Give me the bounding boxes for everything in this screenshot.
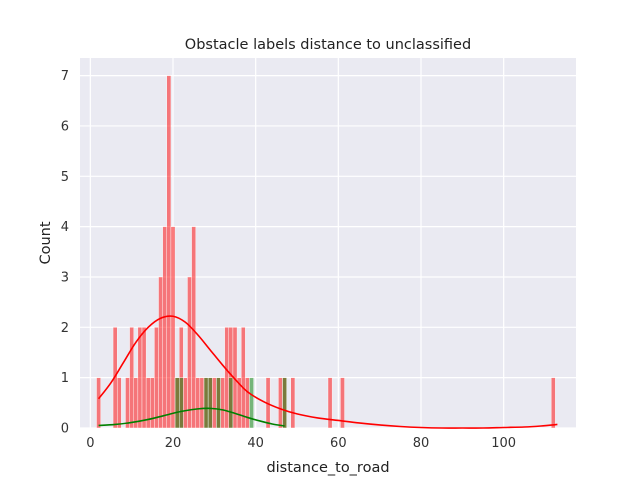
- histogram-bar: [551, 377, 556, 429]
- histogram-bar: [249, 377, 254, 429]
- histogram-bar: [290, 377, 296, 429]
- y-tick-label: 0: [61, 422, 69, 437]
- y-tick-label: 3: [61, 270, 69, 285]
- histogram-bar: [183, 377, 188, 429]
- histogram-bar: [282, 377, 287, 429]
- y-tick-label: 4: [61, 220, 69, 235]
- histogram-bar: [187, 276, 192, 429]
- histogram-bar: [150, 377, 155, 429]
- histogram-bar: [174, 377, 180, 429]
- y-tick-label: 5: [61, 170, 69, 185]
- histogram-bar: [220, 377, 225, 429]
- histogram-bar: [340, 377, 345, 429]
- histogram-bar: [216, 377, 221, 429]
- histogram-bar: [245, 377, 250, 429]
- x-tick-label: 0: [86, 436, 94, 451]
- histogram-bar: [224, 327, 230, 429]
- histogram-bar: [212, 377, 217, 429]
- histogram-bar: [203, 377, 209, 429]
- histogram-bar: [154, 327, 159, 429]
- histogram-bar: [141, 327, 147, 429]
- histogram-bar: [178, 377, 184, 429]
- histogram-bar: [278, 377, 283, 429]
- histogram-bar: [199, 377, 205, 429]
- kde-line: [98, 407, 285, 427]
- x-tick-label: 80: [413, 436, 430, 451]
- histogram-bar: [137, 327, 143, 429]
- histogram-bar: [158, 276, 163, 429]
- histogram-bar: [133, 377, 139, 429]
- x-tick-label: 60: [330, 436, 347, 451]
- kde-curves: [97, 315, 558, 429]
- x-tick-label: 40: [247, 436, 264, 451]
- histogram-bars: [96, 75, 556, 429]
- x-tick-label: 100: [491, 436, 516, 451]
- histogram-bar: [96, 377, 101, 429]
- histogram-bar: [195, 377, 201, 429]
- y-axis-label: Count: [38, 221, 54, 264]
- histogram-bar: [170, 226, 176, 429]
- histogram-bar: [327, 377, 333, 429]
- y-tick-labels: 0 1 2 3 4 5 6 7: [61, 69, 69, 436]
- histogram-bar: [125, 377, 130, 429]
- x-axis-label: distance_to_road: [266, 460, 389, 476]
- x-tick-labels: 0 20 40 60 80 100: [86, 436, 516, 451]
- histogram-bar: [240, 327, 246, 429]
- histogram-bar: [116, 377, 122, 429]
- histogram-bar: [191, 226, 196, 429]
- histogram-bar: [162, 226, 168, 429]
- histogram-bar: [129, 327, 134, 429]
- y-tick-label: 7: [61, 69, 69, 84]
- histogram-bar: [207, 377, 213, 429]
- x-tick-label: 20: [165, 436, 182, 451]
- y-tick-label: 2: [61, 321, 69, 336]
- chart-title: Obstacle labels distance to unclassified: [185, 37, 471, 53]
- y-tick-label: 1: [61, 371, 69, 386]
- histogram-bar: [228, 377, 234, 429]
- kde-line: [97, 315, 558, 429]
- y-tick-label: 6: [61, 119, 69, 134]
- histogram-bar: [166, 75, 172, 429]
